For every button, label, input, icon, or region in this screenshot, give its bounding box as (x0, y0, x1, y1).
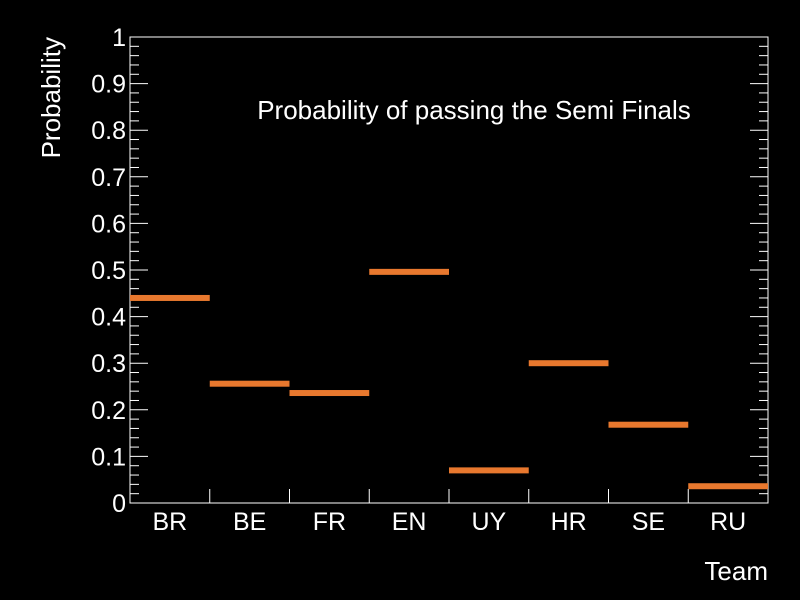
x-tick-label: BR (153, 508, 188, 536)
x-tick-label: RU (710, 508, 746, 536)
x-axis-label: Team (704, 556, 768, 586)
y-tick-label: 0.3 (91, 350, 126, 378)
bar-uy (449, 467, 529, 474)
y-tick-label: 0 (112, 490, 126, 518)
y-tick-label: 0.7 (91, 164, 126, 192)
bar-be (209, 380, 290, 387)
y-tick-label: 0.1 (91, 443, 126, 471)
y-tick-label: 0.5 (91, 257, 126, 285)
bar-br (130, 294, 210, 301)
x-tick-label: EN (392, 508, 427, 536)
bar-en (369, 268, 449, 275)
bar-se (608, 421, 689, 428)
bar-fr (289, 390, 370, 397)
y-axis-ticks: 0 0.1 0.2 0.3 0.4 0.5 0.6 0.7 0.8 0.9 1 (91, 24, 768, 518)
x-tick-label: UY (472, 508, 507, 536)
x-tick-label: FR (313, 508, 346, 536)
data-series (130, 268, 768, 490)
x-tick-label: SE (632, 508, 665, 536)
x-tick-label: HR (551, 508, 587, 536)
x-axis-ticks: BR BE FR EN UY HR SE RU (153, 489, 746, 536)
bar-ru (688, 483, 768, 490)
y-tick-label: 0.2 (91, 397, 126, 425)
x-tick-label: BE (233, 508, 266, 536)
y-tick-label: 0.8 (91, 117, 126, 145)
y-tick-label: 0.4 (91, 304, 126, 332)
y-tick-label: 0.9 (91, 71, 126, 99)
y-tick-label: 0.6 (91, 210, 126, 238)
y-tick-label: 1 (112, 24, 126, 52)
chart-title: Probability of passing the Semi Finals (257, 95, 691, 125)
bar-hr (528, 360, 609, 367)
y-axis-label: Probability (36, 37, 66, 158)
